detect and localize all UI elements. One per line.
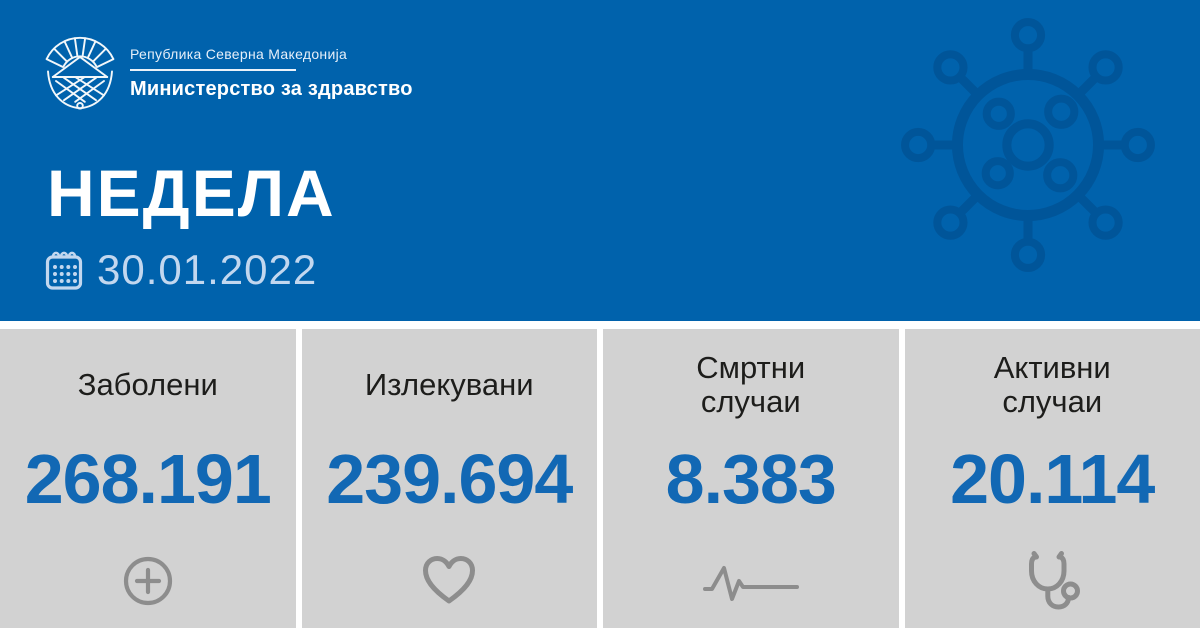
brand-text-block: Република Северна Македонија Министерств… [130, 26, 413, 101]
day-title: НЕДЕЛА [47, 156, 336, 230]
coronavirus-icon [901, 18, 1155, 272]
stethoscope-icon [1022, 551, 1082, 611]
card-value: 20.114 [950, 440, 1155, 518]
pulse-icon [702, 551, 800, 611]
coat-of-arms-logo [45, 36, 115, 110]
government-brand: Република Северна Македонија Министерств… [40, 26, 413, 112]
card-active: Активни случаи 20.114 [904, 329, 1200, 628]
ministry-name: Министерство за здравство [130, 78, 413, 100]
header-banner: Република Северна Македонија Министерств… [0, 0, 1200, 321]
card-label: Излекувани [364, 367, 534, 402]
card-infected: Заболени 268.191 [0, 329, 296, 628]
card-value: 268.191 [24, 440, 272, 518]
card-recovered: Излекувани 239.694 [301, 329, 597, 628]
card-label: Смртни случаи [696, 350, 806, 419]
date-row: 30.01.2022 [44, 246, 317, 294]
card-label: Активни случаи [993, 350, 1111, 419]
stats-grid: Заболени 268.191 Излекувани 239.694 [0, 329, 1200, 628]
plus-circle-icon [122, 551, 174, 611]
card-value: 8.383 [665, 440, 837, 518]
brand-divider [130, 69, 296, 71]
country-name: Република Северна Македонија [130, 46, 348, 62]
calendar-icon [45, 251, 83, 290]
card-deaths: Смртни случаи 8.383 [603, 329, 899, 628]
heart-icon [421, 551, 477, 611]
date-value: 30.01.2022 [97, 246, 318, 293]
card-label: Заболени [77, 367, 218, 402]
card-value: 239.694 [326, 440, 573, 518]
